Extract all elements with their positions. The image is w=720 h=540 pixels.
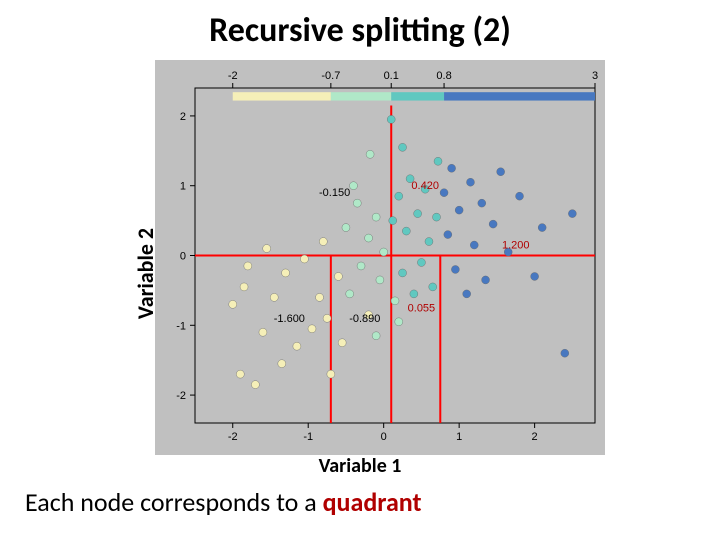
svg-text:1.200: 1.200 bbox=[502, 240, 530, 252]
svg-text:1: 1 bbox=[456, 431, 462, 443]
svg-text:1: 1 bbox=[180, 181, 186, 193]
svg-text:-2: -2 bbox=[228, 431, 238, 443]
svg-text:0.055: 0.055 bbox=[408, 302, 436, 314]
svg-text:-0.890: -0.890 bbox=[349, 313, 380, 325]
svg-text:-2: -2 bbox=[176, 390, 186, 402]
svg-text:0: 0 bbox=[381, 431, 387, 443]
svg-text:3: 3 bbox=[592, 70, 598, 82]
svg-text:0.1: 0.1 bbox=[384, 70, 399, 82]
caption-prefix: Each node corresponds to a bbox=[25, 486, 323, 518]
svg-text:0.8: 0.8 bbox=[436, 70, 451, 82]
svg-text:-1: -1 bbox=[303, 431, 313, 443]
caption-emphasis: quadrant bbox=[323, 486, 422, 518]
svg-text:2: 2 bbox=[180, 111, 186, 123]
svg-text:-1.600: -1.600 bbox=[274, 313, 305, 325]
svg-text:-0.7: -0.7 bbox=[321, 70, 340, 82]
svg-text:-2: -2 bbox=[228, 70, 238, 82]
scatter-chart: -2 -1 0 1 2 -2 -1 0 1 2 -2 -0.7 0.1 0.8 3 -0.150 0.420 -1… bbox=[155, 60, 605, 455]
caption-text: Each node corresponds to a quadrant bbox=[25, 486, 422, 518]
svg-text:2: 2 bbox=[532, 431, 538, 443]
page-title: Recursive splitting (2) bbox=[0, 10, 720, 51]
x-axis-label: Variable 1 bbox=[0, 454, 720, 478]
svg-text:-1: -1 bbox=[176, 320, 186, 332]
svg-text:0: 0 bbox=[180, 251, 186, 263]
svg-text:-0.150: -0.150 bbox=[319, 187, 350, 199]
svg-text:0.420: 0.420 bbox=[411, 180, 439, 192]
